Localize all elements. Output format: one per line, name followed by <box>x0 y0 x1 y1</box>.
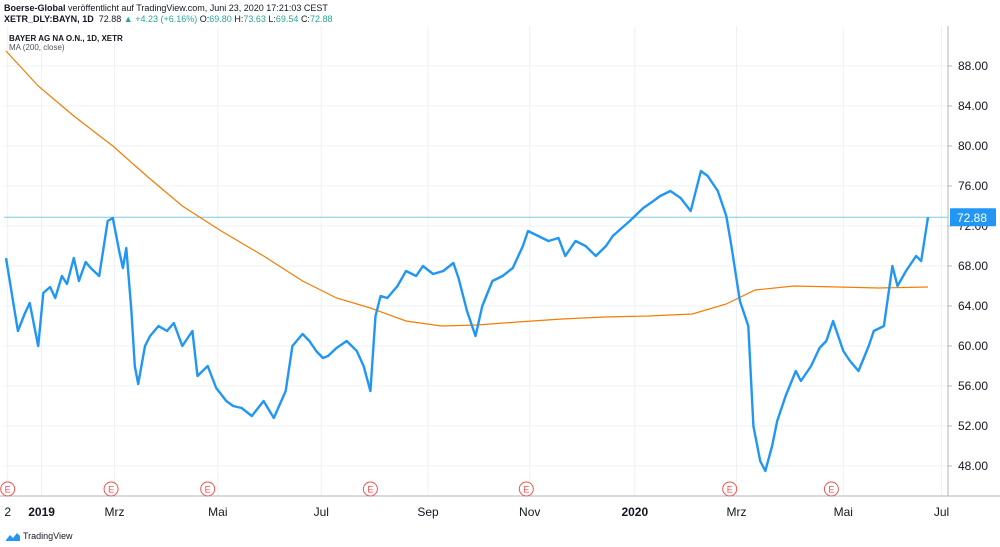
last-price: 72.88 <box>98 14 122 24</box>
x-tick-label: 2020 <box>621 505 648 519</box>
open-value: 69.80 <box>209 14 232 24</box>
x-tick-label: 2019 <box>28 505 55 519</box>
time-axis[interactable]: 2 2019 Mrz Mai Jul Sep Nov 2020 Mrz Mai Jul <box>4 505 949 519</box>
earnings-marker-label: E <box>108 485 114 495</box>
x-tick-label: Mrz <box>726 505 746 519</box>
last-price-label: 72.88 <box>957 211 987 225</box>
footer-brand-label: TradingView <box>23 531 73 541</box>
ma-legend: MA (200, close) <box>9 43 65 52</box>
x-tick-label: 2 <box>4 505 11 519</box>
earnings-marker-circle <box>0 481 16 497</box>
price-axis[interactable]: 48.0052.0056.0060.0064.0068.0072.0076.00… <box>948 59 988 473</box>
earnings-marker-circle <box>200 481 216 497</box>
y-tick-label: 56.00 <box>958 379 988 393</box>
x-tick-label: Sep <box>417 505 439 519</box>
earnings-marker-circle <box>362 481 378 497</box>
y-tick-label: 68.00 <box>958 259 988 273</box>
y-tick-label: 88.00 <box>958 59 988 73</box>
earnings-marker-label: E <box>5 485 11 495</box>
close-value: 72.88 <box>309 14 333 24</box>
change-arrow-icon: ▲ <box>123 14 133 24</box>
y-tick-label: 60.00 <box>958 339 988 353</box>
earnings-marker-label: E <box>828 485 834 495</box>
earnings-marker[interactable]: E <box>0 481 16 497</box>
high-value: 73.63 <box>243 14 266 24</box>
earnings-marker-circle <box>722 481 738 497</box>
series-legend: BAYER AG NA O.N., 1D, XETR <box>9 34 123 43</box>
last-price-label-group: 72.88 <box>950 208 996 227</box>
publish-details: veröffentlicht auf TradingView.com, Juni… <box>65 3 328 13</box>
y-tick-label: 48.00 <box>958 459 988 473</box>
price-chart[interactable]: 48.0052.0056.0060.0064.0068.0072.0076.00… <box>0 26 1000 526</box>
price-line-group <box>4 169 930 473</box>
low-label: L: <box>268 14 276 24</box>
symbol-label: XETR_DLY:BAYN, 1D <box>4 14 94 24</box>
earnings-marker[interactable]: E <box>518 481 534 497</box>
last-price-badge <box>950 208 996 227</box>
earnings-marker[interactable]: E <box>823 481 839 497</box>
price-line <box>4 169 930 473</box>
x-tick-label: Nov <box>519 505 540 519</box>
earnings-marker[interactable]: E <box>200 481 216 497</box>
x-tick-label: Mai <box>834 505 853 519</box>
earnings-marker-label: E <box>367 485 373 495</box>
earnings-marker-label: E <box>727 485 733 495</box>
ma-line-group <box>5 50 929 327</box>
earnings-marker-circle <box>518 481 534 497</box>
earnings-marker[interactable]: E <box>103 481 119 497</box>
earnings-marker-circle <box>103 481 119 497</box>
price-change: +4.23 (+6.16%) <box>135 14 198 24</box>
earnings-marker-label: E <box>523 485 529 495</box>
ma-200-line <box>5 50 929 327</box>
y-tick-label: 76.00 <box>958 179 988 193</box>
y-tick-label: 52.00 <box>958 419 988 433</box>
y-tick-label: 64.00 <box>958 299 988 313</box>
earnings-marker-circle <box>823 481 839 497</box>
publisher-name: Boerse-Global <box>4 3 66 13</box>
footer-brand[interactable]: TradingView <box>6 531 73 541</box>
y-tick-label: 80.00 <box>958 139 988 153</box>
tradingview-logo-icon <box>6 532 20 541</box>
x-tick-label: Mai <box>208 505 227 519</box>
y-tick-label: 84.00 <box>958 99 988 113</box>
open-label: O: <box>199 14 210 24</box>
publish-info: Boerse-Global veröffentlicht auf Trading… <box>4 3 328 14</box>
x-tick-label: Mrz <box>104 505 124 519</box>
chart-grid <box>4 26 948 496</box>
x-tick-label: Jul <box>314 505 329 519</box>
earnings-marker[interactable]: E <box>722 481 738 497</box>
low-value: 69.54 <box>275 14 299 24</box>
x-tick-label: Jul <box>934 505 949 519</box>
ohlc-header: XETR_DLY:BAYN, 1D 72.88 ▲ +4.23 (+6.16%)… <box>4 14 332 25</box>
high-label: H: <box>234 14 244 24</box>
earnings-marker-label: E <box>205 485 211 495</box>
earnings-marker[interactable]: E <box>362 481 378 497</box>
close-label: C: <box>300 14 310 24</box>
